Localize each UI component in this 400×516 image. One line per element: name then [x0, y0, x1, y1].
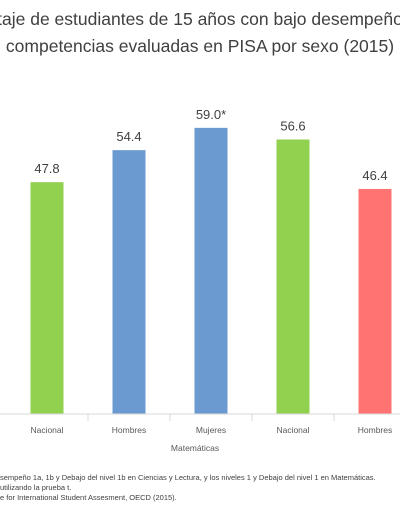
value-label-5: 46.4	[362, 168, 387, 183]
category-label-1: Nacional	[30, 425, 63, 435]
bar-1	[30, 182, 64, 414]
bar-4	[276, 139, 310, 415]
category-label-3: Mujeres	[196, 425, 226, 435]
category-label-2: Hombres	[112, 425, 146, 435]
category-label-4: Nacional	[276, 425, 309, 435]
value-label-2: 54.4	[116, 129, 141, 144]
bars-group	[30, 127, 392, 415]
value-label-3: 59.0*	[196, 107, 226, 122]
category-label-5: Hombres	[358, 425, 392, 435]
footnote-3: e for International Student Assesment, O…	[0, 493, 177, 502]
x-axis-ticks	[87, 414, 335, 421]
chart-title-line-2: competencias evaluadas en PISA por sexo …	[6, 36, 394, 56]
group-label-matematicas: Matemáticas	[171, 443, 219, 453]
value-labels-group: 47.8 54.4 59.0* 56.6 46.4	[34, 107, 387, 183]
chart-title-line-1: taje de estudiantes de 15 años con bajo …	[0, 9, 400, 29]
footnote-2: utilizando la prueba t.	[0, 483, 71, 492]
value-label-1: 47.8	[34, 161, 59, 176]
bar-2	[112, 150, 146, 414]
value-label-4: 56.6	[280, 118, 305, 133]
bar-5	[358, 188, 392, 414]
footnote-1: sempeño 1a, 1b y Debajo del nivel 1b en …	[0, 473, 376, 482]
category-labels-group: Nacional Hombres Mujeres Nacional Hombres	[30, 425, 392, 435]
bar-3	[194, 127, 228, 414]
